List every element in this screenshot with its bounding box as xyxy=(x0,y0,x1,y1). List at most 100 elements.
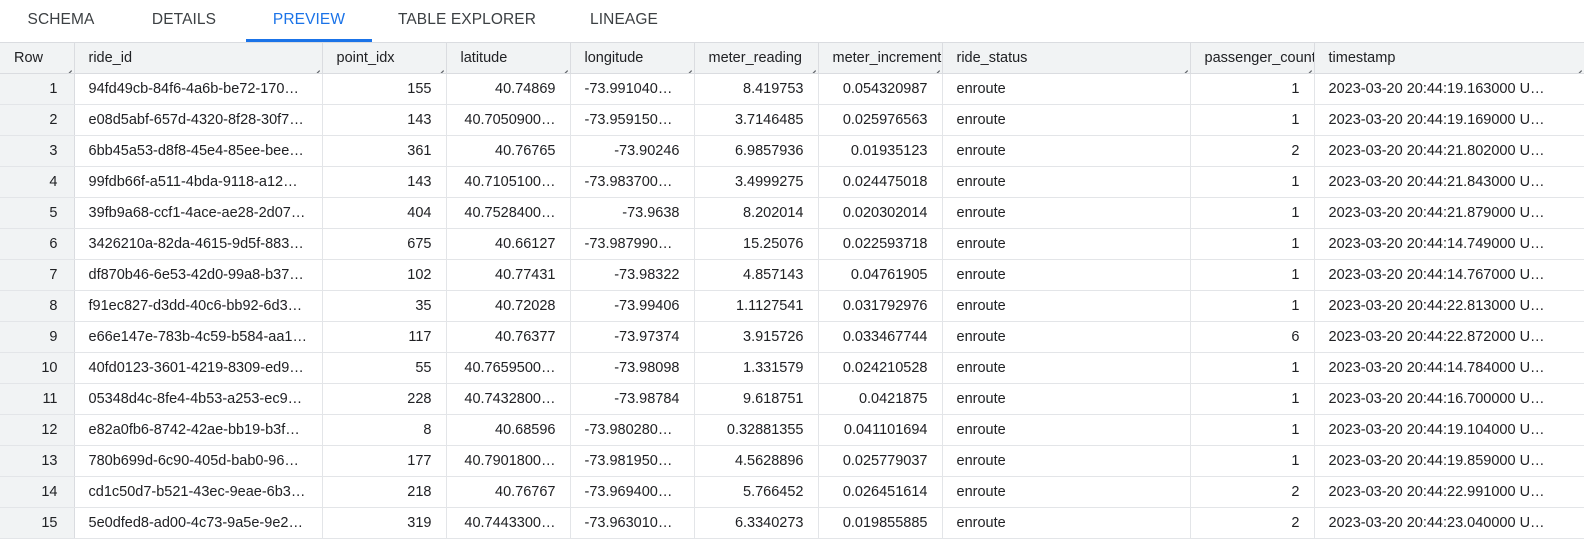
cell-point-idx[interactable]: 319 xyxy=(322,507,447,539)
cell-point-idx[interactable]: 102 xyxy=(322,259,447,291)
row-number-cell[interactable]: 12 xyxy=(0,414,75,446)
cell-latitude[interactable]: 40.7659500… xyxy=(446,352,571,384)
cell-passenger-count[interactable]: 1 xyxy=(1190,383,1315,415)
cell-longitude[interactable]: -73.9802800… xyxy=(570,414,695,446)
cell-passenger-count[interactable]: 1 xyxy=(1190,228,1315,260)
column-header-meter-increment[interactable]: meter_increment xyxy=(818,42,943,74)
cell-meter-reading[interactable]: 4.857143 xyxy=(694,259,819,291)
cell-meter-reading[interactable]: 8.419753 xyxy=(694,73,819,105)
row-number-cell[interactable]: 2 xyxy=(0,104,75,136)
tab-table-explorer[interactable]: TABLE EXPLORER xyxy=(397,10,537,28)
cell-meter-reading[interactable]: 3.7146485 xyxy=(694,104,819,136)
cell-meter-increment[interactable]: 0.041101694 xyxy=(818,414,943,446)
cell-latitude[interactable]: 40.77431 xyxy=(446,259,571,291)
cell-meter-reading[interactable]: 9.618751 xyxy=(694,383,819,415)
cell-ride-status[interactable]: enroute xyxy=(942,135,1191,167)
cell-longitude[interactable]: -73.9819500… xyxy=(570,445,695,477)
row-number-cell[interactable]: 3 xyxy=(0,135,75,167)
cell-ride-status[interactable]: enroute xyxy=(942,383,1191,415)
cell-latitude[interactable]: 40.7901800… xyxy=(446,445,571,477)
table-row[interactable]: 13 780b699d-6c90-405d-bab0-96… 177 40.79018… xyxy=(0,445,1584,477)
cell-timestamp[interactable]: 2023-03-20 20:44:21.802000 U… xyxy=(1314,135,1584,167)
column-resize-handle[interactable] xyxy=(313,64,320,71)
cell-meter-increment[interactable]: 0.022593718 xyxy=(818,228,943,260)
cell-meter-increment[interactable]: 0.0421875 xyxy=(818,383,943,415)
row-number-cell[interactable]: 14 xyxy=(0,476,75,508)
cell-latitude[interactable]: 40.66127 xyxy=(446,228,571,260)
row-number-cell[interactable]: 5 xyxy=(0,197,75,229)
cell-point-idx[interactable]: 218 xyxy=(322,476,447,508)
cell-meter-increment[interactable]: 0.026451614 xyxy=(818,476,943,508)
column-header-point-idx[interactable]: point_idx xyxy=(322,42,447,74)
cell-ride-id[interactable]: 780b699d-6c90-405d-bab0-96… xyxy=(74,445,323,477)
cell-meter-increment[interactable]: 0.04761905 xyxy=(818,259,943,291)
cell-meter-increment[interactable]: 0.054320987 xyxy=(818,73,943,105)
cell-ride-id[interactable]: 3426210a-82da-4615-9d5f-883… xyxy=(74,228,323,260)
cell-latitude[interactable]: 40.7528400… xyxy=(446,197,571,229)
cell-ride-status[interactable]: enroute xyxy=(942,104,1191,136)
cell-timestamp[interactable]: 2023-03-20 20:44:23.040000 U… xyxy=(1314,507,1584,539)
table-row[interactable]: 1 94fd49cb-84f6-4a6b-be72-170… 155 40.74869… xyxy=(0,73,1584,105)
cell-meter-reading[interactable]: 8.202014 xyxy=(694,197,819,229)
column-resize-handle[interactable] xyxy=(561,64,568,71)
cell-timestamp[interactable]: 2023-03-20 20:44:14.767000 U… xyxy=(1314,259,1584,291)
cell-ride-status[interactable]: enroute xyxy=(942,228,1191,260)
cell-timestamp[interactable]: 2023-03-20 20:44:19.104000 U… xyxy=(1314,414,1584,446)
cell-longitude[interactable]: -73.9837000… xyxy=(570,166,695,198)
cell-longitude[interactable]: -73.9879900… xyxy=(570,228,695,260)
cell-longitude[interactable]: -73.9910400… xyxy=(570,73,695,105)
column-header-meter-reading[interactable]: meter_reading xyxy=(694,42,819,74)
table-row[interactable]: 3 6bb45a53-d8f8-45e4-85ee-bee… 361 40.76765… xyxy=(0,135,1584,167)
tab-lineage[interactable]: LINEAGE xyxy=(590,10,658,28)
cell-ride-status[interactable]: enroute xyxy=(942,290,1191,322)
table-row[interactable]: 5 39fb9a68-ccf1-4ace-ae28-2d07… 404 40.7528… xyxy=(0,197,1584,229)
cell-ride-id[interactable]: 99fdb66f-a511-4bda-9118-a12… xyxy=(74,166,323,198)
cell-point-idx[interactable]: 143 xyxy=(322,166,447,198)
cell-meter-increment[interactable]: 0.024210528 xyxy=(818,352,943,384)
cell-timestamp[interactable]: 2023-03-20 20:44:14.749000 U… xyxy=(1314,228,1584,260)
cell-meter-increment[interactable]: 0.01935123 xyxy=(818,135,943,167)
cell-meter-increment[interactable]: 0.031792976 xyxy=(818,290,943,322)
cell-ride-id[interactable]: e82a0fb6-8742-42ae-bb19-b3f… xyxy=(74,414,323,446)
table-row[interactable]: 2 e08d5abf-657d-4320-8f28-30f7… 143 40.7050… xyxy=(0,104,1584,136)
cell-passenger-count[interactable]: 1 xyxy=(1190,259,1315,291)
column-header-latitude[interactable]: latitude xyxy=(446,42,571,74)
cell-ride-status[interactable]: enroute xyxy=(942,352,1191,384)
table-row[interactable]: 15 5e0dfed8-ad00-4c73-9a5e-9e2… 319 40.7443… xyxy=(0,507,1584,539)
row-number-cell[interactable]: 8 xyxy=(0,290,75,322)
cell-timestamp[interactable]: 2023-03-20 20:44:22.991000 U… xyxy=(1314,476,1584,508)
cell-meter-increment[interactable]: 0.025976563 xyxy=(818,104,943,136)
column-resize-handle[interactable] xyxy=(809,64,816,71)
column-resize-handle[interactable] xyxy=(1575,64,1582,71)
cell-passenger-count[interactable]: 1 xyxy=(1190,73,1315,105)
tab-preview[interactable]: PREVIEW xyxy=(246,0,372,42)
cell-meter-reading[interactable]: 1.331579 xyxy=(694,352,819,384)
cell-longitude[interactable]: -73.98784 xyxy=(570,383,695,415)
column-resize-handle[interactable] xyxy=(65,64,72,71)
row-number-cell[interactable]: 9 xyxy=(0,321,75,353)
cell-ride-id[interactable]: 94fd49cb-84f6-4a6b-be72-170… xyxy=(74,73,323,105)
cell-longitude[interactable]: -73.99406 xyxy=(570,290,695,322)
cell-passenger-count[interactable]: 2 xyxy=(1190,135,1315,167)
table-row[interactable]: 9 e66e147e-783b-4c59-b584-aa1… 117 40.76377… xyxy=(0,321,1584,353)
cell-passenger-count[interactable]: 1 xyxy=(1190,290,1315,322)
cell-meter-increment[interactable]: 0.019855885 xyxy=(818,507,943,539)
cell-passenger-count[interactable]: 1 xyxy=(1190,445,1315,477)
column-header-ride-id[interactable]: ride_id xyxy=(74,42,323,74)
cell-meter-reading[interactable]: 4.5628896 xyxy=(694,445,819,477)
cell-timestamp[interactable]: 2023-03-20 20:44:22.872000 U… xyxy=(1314,321,1584,353)
row-number-cell[interactable]: 13 xyxy=(0,445,75,477)
column-resize-handle[interactable] xyxy=(437,64,444,71)
column-resize-handle[interactable] xyxy=(933,64,940,71)
cell-latitude[interactable]: 40.7105100… xyxy=(446,166,571,198)
table-row[interactable]: 10 40fd0123-3601-4219-8309-ed9… 55 40.76595… xyxy=(0,352,1584,384)
row-number-cell[interactable]: 4 xyxy=(0,166,75,198)
cell-ride-status[interactable]: enroute xyxy=(942,197,1191,229)
cell-latitude[interactable]: 40.76377 xyxy=(446,321,571,353)
cell-ride-id[interactable]: df870b46-6e53-42d0-99a8-b37… xyxy=(74,259,323,291)
cell-meter-reading[interactable]: 6.3340273 xyxy=(694,507,819,539)
column-resize-handle[interactable] xyxy=(1305,64,1312,71)
cell-timestamp[interactable]: 2023-03-20 20:44:19.859000 U… xyxy=(1314,445,1584,477)
cell-longitude[interactable]: -73.9591500… xyxy=(570,104,695,136)
cell-meter-reading[interactable]: 15.25076 xyxy=(694,228,819,260)
